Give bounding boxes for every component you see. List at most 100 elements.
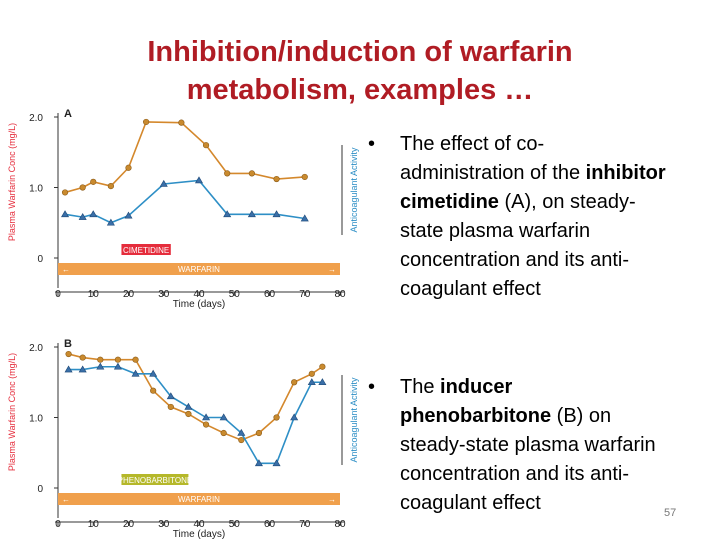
chart-b-activity-point (254, 459, 263, 467)
chart-a-concentration-point (301, 173, 308, 181)
chart-b-concentration-point (238, 436, 245, 444)
chart-a-x-tick-label: 20 (123, 289, 135, 300)
chart-a-activity-line (64, 179, 305, 224)
chart-b-y-tick-label: 1.0 (29, 414, 43, 425)
chart-b-x-tick-label: 70 (299, 519, 311, 530)
chart-a-concentration-point (273, 175, 280, 183)
chart-a-warfarin-arrow-right: → (328, 265, 336, 274)
chart-b-concentration-point (65, 350, 72, 358)
chart-b-activity-point (149, 369, 158, 377)
chart-a-concentration-point (125, 164, 132, 171)
chart-a-activity-point (61, 210, 70, 218)
chart-b-y-axis-title: Plasma Warfarin Conc (mg/L) (7, 353, 17, 471)
chart-b-x-tick-label: 80 (334, 519, 346, 530)
chart-b-activity-point (272, 459, 281, 467)
chart-b-concentration-point (308, 370, 315, 377)
chart-b-warfarin-bar-label: WARFARIN (178, 495, 220, 504)
chart-b-activity-point (219, 413, 228, 421)
chart-b-concentration-point (150, 387, 157, 394)
chart-a-concentration-point (90, 178, 97, 185)
chart-b-x-tick-label: 50 (229, 519, 241, 530)
chart-a-warfarin-arrow-left: ← (62, 265, 70, 274)
chart-a-activity-point (89, 210, 98, 218)
chart-b-drug-bar-label: ← PHENOBARBITONE → (107, 476, 202, 485)
bullet-b-text-pre: The (400, 376, 441, 398)
chart-b-activity-point (237, 428, 246, 436)
title-line-1: Inhibition/induction of warfarin (147, 36, 573, 69)
chart-b-x-tick-label: 10 (88, 519, 100, 530)
chart-b-concentration-point (132, 356, 139, 363)
chart-a-x-tick-label: 10 (88, 289, 100, 300)
chart-b-concentration-point (97, 356, 104, 363)
chart-b-concentration-point (273, 414, 280, 421)
chart-a-activity-point (247, 210, 256, 218)
chart-b-concentration-point (202, 421, 210, 428)
chart-b-concentration-point (185, 410, 192, 418)
bullet-a-text-pre: The effect of co-administration of the (400, 133, 586, 184)
chart-b-activity-point (202, 413, 211, 421)
chart-a-x-tick-label: 0 (55, 289, 61, 300)
chart-a-concentration-point (143, 118, 150, 126)
chart-b-x-tick-label: 30 (158, 519, 170, 530)
chart-b-concentration-point (255, 429, 263, 437)
chart-a-concentration-point (178, 119, 185, 126)
chart-b-activity-point (318, 378, 327, 386)
chart-b-activity-point (113, 362, 122, 370)
chart-a-activity-point (300, 214, 309, 222)
chart-b-activity-point (64, 365, 73, 373)
chart-a-concentration-point (61, 189, 69, 196)
page-number: 57 (664, 507, 677, 519)
chart-a-concentration-point (107, 182, 114, 190)
chart-a-y-tick-label: 2.0 (29, 113, 43, 124)
chart-a-y2-axis-title: Anticoagulant Activity (349, 147, 359, 233)
chart-b-activity-point (307, 378, 316, 386)
chart-a-activity-point (159, 179, 168, 187)
chart-a-y-tick-label: 0 (37, 254, 43, 265)
chart-a-warfarin-bar-label: WARFARIN (178, 265, 220, 274)
chart-a-x-tick-label: 70 (299, 289, 311, 300)
chart-a-drug-bar-label: ← CIMETIDINE → (113, 246, 180, 255)
bullet-b-text-post: (B) on steady-state plasma warfarin conc… (400, 405, 656, 514)
chart-a-concentration-point (202, 142, 210, 149)
chart-b-activity-point (96, 362, 105, 370)
chart-a-activity-point (106, 218, 115, 226)
chart-b-activity-line (68, 365, 323, 465)
bullet-marker: • (368, 376, 376, 398)
chart-a-x-tick-label: 30 (158, 289, 170, 300)
title-line-2: metabolism, examples … (186, 74, 534, 107)
chart-b-activity-point (166, 392, 175, 400)
chart-a-concentration-point (224, 170, 231, 177)
chart-b: 0 1.0 2.0 0 10 20 30 40 50 60 70 80 Time (days) Plasm… (7, 338, 359, 540)
chart-b-drug-bar (121, 474, 189, 485)
bullet-item-b: • The inducer phenobarbitone (B) on stea… (368, 373, 668, 518)
chart-b-activity-point (78, 365, 87, 373)
chart-b-activity-point (131, 369, 140, 377)
chart-b-warfarin-bar (58, 493, 340, 505)
chart-b-y-tick-label: 0 (37, 484, 43, 495)
slide-title: Inhibition/induction of warfarin metabol… (60, 33, 660, 109)
chart-b-activity-point (290, 413, 299, 421)
bullet-list-a: • The effect of co-administration of the… (368, 130, 668, 304)
chart-a-x-axis-title: Time (days) (173, 299, 225, 310)
chart-b-warfarin-arrow-right: → (328, 495, 336, 504)
chart-b-concentration-point (291, 379, 298, 386)
chart-b-x-tick-label: 0 (55, 519, 61, 530)
bullet-marker: • (368, 133, 376, 155)
chart-a-concentration-point (79, 184, 86, 191)
bullet-list-b: • The inducer phenobarbitone (B) on stea… (368, 373, 668, 518)
chart-a-panel-label: A (64, 108, 72, 120)
chart-b-y-tick-label: 2.0 (29, 343, 43, 354)
chart-a-x-tick-label: 50 (229, 289, 241, 300)
chart-a-concentration-point (248, 170, 255, 177)
bullet-a-text-post: (A), on steady-state plasma warfarin con… (400, 191, 636, 300)
chart-a-drug-bar (121, 244, 171, 255)
chart-a-activity-point (272, 210, 281, 218)
chart-b-panel-label: B (64, 338, 72, 350)
chart-b-concentration-point (319, 363, 326, 370)
chart-b-warfarin-arrow-left: ← (62, 495, 70, 504)
chart-b-concentration-line (68, 353, 323, 441)
chart-b-x-tick-label: 40 (193, 519, 205, 530)
bullet-b-text-bold: inducer phenobarbitone (400, 376, 552, 427)
chart-a-x-tick-label: 60 (264, 289, 276, 300)
chart-a-activity-point (78, 213, 87, 220)
